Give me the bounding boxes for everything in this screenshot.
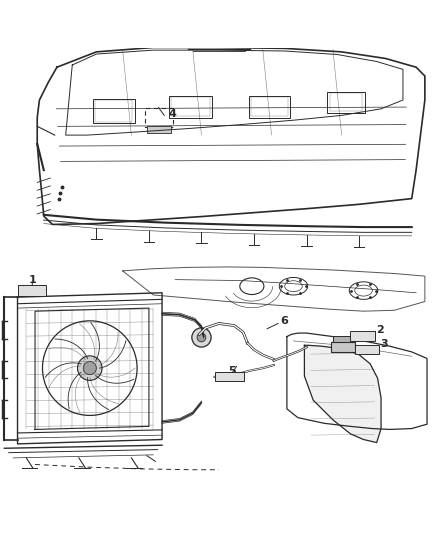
Text: 4: 4 [169,109,177,119]
Circle shape [78,356,102,381]
Bar [215,372,244,381]
Bar [350,332,375,341]
Bar [145,108,173,127]
Polygon shape [304,345,381,442]
Text: 5: 5 [228,366,236,376]
Bar [18,285,46,296]
Circle shape [83,361,96,375]
Bar [333,336,353,342]
Bar [147,126,171,133]
Bar [171,97,210,116]
Bar [249,96,290,118]
Bar [328,92,364,113]
Bar [355,345,379,354]
Bar [169,96,212,118]
Text: 1: 1 [28,274,36,285]
Bar [251,97,288,116]
Bar [95,100,133,122]
Text: 6: 6 [280,316,288,326]
Circle shape [197,333,206,342]
Bar [93,99,135,123]
Bar [330,93,363,111]
Bar [331,342,355,352]
Text: 3: 3 [381,340,389,350]
Circle shape [192,328,211,347]
Text: 2: 2 [376,325,384,335]
